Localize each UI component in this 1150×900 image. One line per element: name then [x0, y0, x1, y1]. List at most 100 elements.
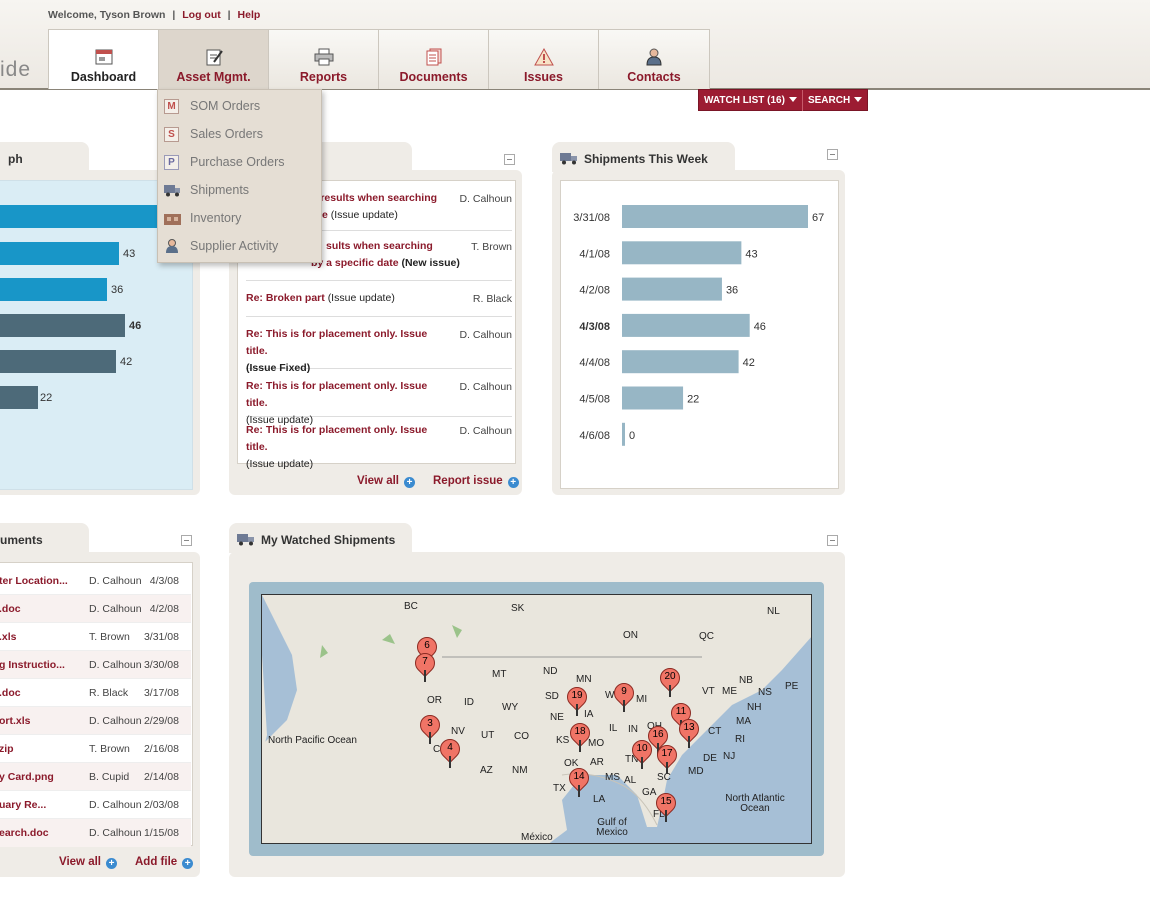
watch-list-button[interactable]: WATCH LIST (16) [699, 90, 802, 111]
collapse-icon[interactable] [827, 149, 838, 160]
shipments-panel-tab: Shipments This Week [552, 142, 735, 172]
add-file-label: Add file [135, 856, 178, 868]
doc-author: T. Brown [89, 631, 130, 643]
menu-item-inventory[interactable]: Inventory [164, 208, 241, 228]
doc-date: 4/3/08 [149, 575, 179, 587]
chart-bar[interactable] [622, 422, 625, 446]
logout-link[interactable]: Log out [182, 9, 221, 21]
map-label: SC [657, 772, 671, 783]
tab-issues[interactable]: Issues [489, 30, 599, 89]
menu-item-label: Sales Orders [190, 127, 263, 141]
list-item[interactable]: sults when searching by a specific date … [246, 231, 512, 281]
table-row[interactable]: ort.xls D. Calhoun 2/29/08 [0, 707, 191, 735]
map-pin[interactable]: 3 [415, 710, 445, 745]
menu-item-purchase-orders[interactable]: P Purchase Orders [164, 152, 284, 172]
map-pin[interactable]: 10 [627, 735, 657, 770]
tab-label: Dashboard [70, 70, 137, 84]
bar-value-label: 43 [745, 248, 757, 260]
map-pin[interactable]: 20 [655, 663, 685, 698]
tab-dashboard[interactable]: Dashboard [49, 30, 159, 89]
table-row[interactable]: zip T. Brown 2/16/08 [0, 735, 191, 763]
map-label: IL [609, 723, 618, 734]
map-label: MD [688, 766, 704, 777]
plus-icon: + [403, 477, 415, 488]
doc-file: uary Re... [0, 799, 47, 811]
search-button[interactable]: SEARCH [801, 90, 867, 111]
shipments-map[interactable]: BC SK ON QC NL NB NS PE ME VT NH MA CT R… [261, 594, 812, 844]
tab-documents[interactable]: Documents [379, 30, 489, 89]
map-label: AL [624, 775, 637, 786]
plus-icon: + [105, 858, 117, 869]
map-label: AR [590, 757, 604, 768]
collapse-icon[interactable] [827, 535, 838, 546]
bar-value-label: 67 [812, 212, 824, 224]
map-label: TX [553, 783, 566, 794]
map-pin[interactable]: 4 [435, 734, 465, 769]
map-label: México [521, 832, 553, 843]
map-pin[interactable]: 13 [674, 714, 704, 749]
category-label: 4/4/08 [579, 357, 610, 369]
chart-bar[interactable] [622, 313, 750, 337]
report-issue-link[interactable]: Report issue + [433, 475, 519, 488]
doc-date: 1/15/08 [143, 827, 179, 839]
map-pin[interactable]: 17 [652, 740, 682, 775]
table-row[interactable]: .doc D. Calhoun 4/2/08 [0, 595, 191, 623]
table-row[interactable]: .xls T. Brown 3/31/08 [0, 623, 191, 651]
tab-asset-mgmt[interactable]: Asset Mgmt. [159, 30, 269, 89]
map-pin[interactable]: 15 [651, 788, 681, 823]
table-row[interactable]: y Card.png B. Cupid 2/14/08 [0, 763, 191, 791]
issue-title: by a specific date [311, 257, 399, 269]
map-pin[interactable]: 7 [410, 648, 440, 683]
menu-item-supplier-activity[interactable]: Supplier Activity [164, 236, 278, 256]
top-bar: Welcome, Tyson Brown | Log out | Help id… [0, 0, 1150, 90]
map-label: NB [739, 675, 753, 686]
doc-date: 4/2/08 [149, 603, 179, 615]
map-pin[interactable]: 14 [564, 763, 594, 798]
map-label: MT [492, 669, 507, 680]
documents-panel-title: uments [0, 533, 43, 547]
table-row[interactable]: earch.doc D. Calhoun 1/15/08 [0, 819, 191, 847]
issue-title: Re: This is for placement only. Issue ti… [246, 424, 428, 453]
menu-item-shipments[interactable]: Shipments [164, 180, 249, 200]
map-label: NS [758, 687, 772, 698]
documents-view-all-link[interactable]: View all + [59, 856, 117, 869]
list-item[interactable]: Re: Broken part (Issue update) R. Black [246, 281, 512, 317]
map-label: VT [702, 686, 715, 697]
table-row[interactable]: ter Location... D. Calhoun 4/3/08 [0, 567, 191, 595]
issue-status: (Issue update) [327, 292, 395, 304]
collapse-icon[interactable] [181, 535, 192, 546]
chart-bar[interactable] [622, 386, 684, 410]
collapse-icon[interactable] [504, 154, 515, 165]
add-file-link[interactable]: Add file + [135, 856, 194, 869]
table-row[interactable]: .doc R. Black 3/17/08 [0, 679, 191, 707]
chart-bar[interactable] [622, 241, 742, 265]
chart-bar[interactable] [622, 205, 808, 228]
tab-contacts[interactable]: Contacts [599, 30, 709, 89]
menu-item-label: Shipments [190, 183, 250, 197]
map-pin[interactable]: 18 [565, 718, 595, 753]
issue-status: (Issue update) [330, 209, 398, 221]
list-item[interactable]: Re: This is for placement only. Issue ti… [246, 317, 512, 374]
bar-value-label: 0 [629, 430, 635, 442]
list-item[interactable]: Re: This is for placement only. Issue ti… [246, 369, 512, 426]
menu-item-sales-orders[interactable]: S Sales Orders [164, 124, 263, 144]
map-pin[interactable]: 19 [562, 682, 592, 717]
chart-bar[interactable] [622, 277, 722, 301]
table-row[interactable]: uary Re... D. Calhoun 2/03/08 [0, 791, 191, 819]
tab-reports[interactable]: Reports [269, 30, 379, 89]
issues-view-all-link[interactable]: View all + [357, 475, 415, 488]
table-row[interactable]: g Instructio... D. Calhoun 3/30/08 [0, 651, 191, 679]
chart-bar[interactable] [622, 350, 739, 374]
menu-item-label: Supplier Activity [190, 239, 279, 253]
map-pin[interactable]: 9 [609, 678, 639, 713]
list-item[interactable]: d results when searching e (Issue update… [246, 185, 512, 231]
issue-title: Re: This is for placement only. Issue ti… [246, 380, 428, 409]
list-item[interactable]: Re: This is for placement only. Issue ti… [246, 417, 512, 470]
category-label: 3/31/08 [573, 212, 610, 224]
welcome-text: Welcome, Tyson Brown [48, 9, 166, 21]
menu-item-som-orders[interactable]: M SOM Orders [164, 96, 260, 116]
issue-title: Re: This is for placement only. Issue ti… [246, 328, 428, 357]
help-link[interactable]: Help [237, 9, 261, 21]
map-label: North Atlantic Ocean [725, 793, 785, 814]
issue-title: e [322, 209, 328, 221]
